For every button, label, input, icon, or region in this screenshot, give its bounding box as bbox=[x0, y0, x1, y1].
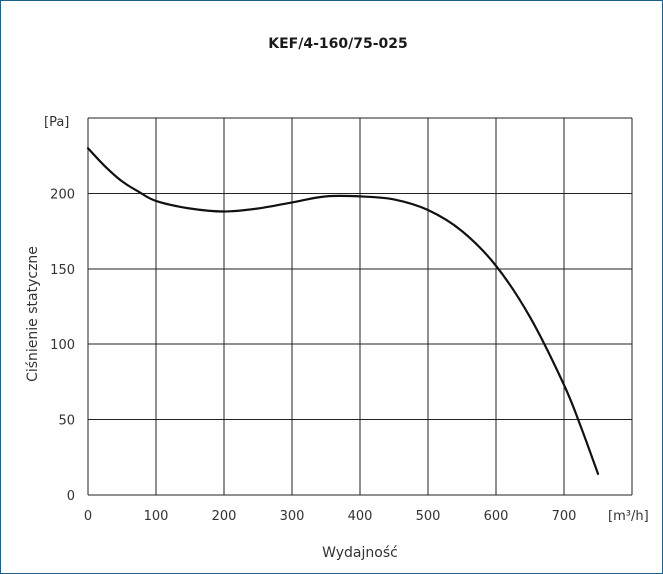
y-tick-label: 100 bbox=[50, 338, 75, 353]
y-tick-label: 200 bbox=[50, 187, 75, 202]
y-axis-label: Ciśnienie statyczne bbox=[25, 246, 41, 382]
tick-labels: 0 100 200 300 400 500 600 700 0 50 100 150 200 bbox=[50, 187, 576, 524]
x-tick-label: 300 bbox=[280, 509, 305, 524]
pressure-curve bbox=[86, 147, 600, 475]
y-tick-label: 150 bbox=[50, 263, 75, 278]
y-tick-label: 50 bbox=[58, 414, 75, 429]
y-tick-label: 0 bbox=[67, 489, 75, 504]
x-tick-label: 700 bbox=[552, 509, 577, 524]
x-tick-label: 100 bbox=[144, 509, 169, 524]
grid bbox=[87, 117, 633, 496]
y-unit-label: [Pa] bbox=[44, 115, 69, 130]
x-unit-label: [m³/h] bbox=[608, 509, 649, 524]
x-tick-label: 600 bbox=[484, 509, 509, 524]
x-tick-label: 400 bbox=[348, 509, 373, 524]
x-axis-label: Wydajność bbox=[322, 545, 398, 561]
chart-title: KEF/4-160/75-025 bbox=[268, 36, 408, 52]
x-tick-label: 500 bbox=[416, 509, 441, 524]
x-tick-label: 200 bbox=[212, 509, 237, 524]
x-tick-label: 0 bbox=[84, 509, 92, 524]
